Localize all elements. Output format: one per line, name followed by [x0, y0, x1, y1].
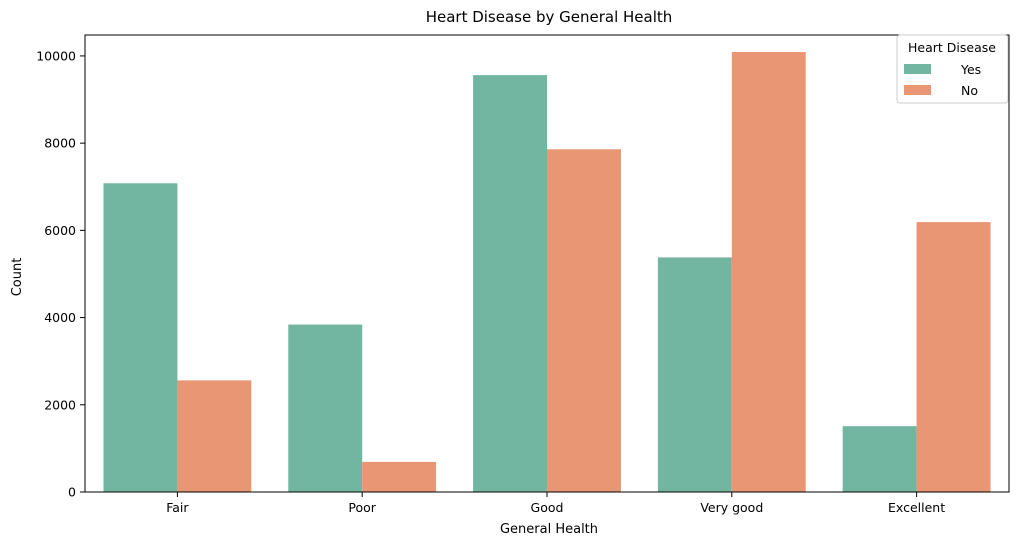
legend-swatch-yes — [904, 64, 931, 74]
plot-frame — [84, 34, 1010, 493]
bar-yes-good — [473, 75, 547, 493]
bar-no-excellent — [916, 222, 991, 492]
y-tick-label: 8000 — [44, 136, 76, 151]
legend-label-yes: Yes — [960, 62, 981, 77]
bar-no-good — [547, 149, 621, 492]
y-axis-title: Count — [10, 258, 25, 297]
legend-swatch-no — [904, 85, 931, 95]
chart-title: Heart Disease by General Health — [426, 8, 673, 26]
y-tick-label: 4000 — [44, 310, 76, 325]
legend: Heart Disease Yes No — [896, 34, 1009, 104]
y-axis-ticks: 0 2000 4000 6000 8000 10000 — [36, 48, 85, 500]
bar-yes-fair — [103, 183, 178, 492]
x-tick-label: Fair — [166, 500, 189, 515]
x-tick-label: Poor — [348, 500, 376, 515]
bar-yes-very-good — [657, 257, 732, 492]
legend-title: Heart Disease — [908, 40, 996, 55]
bar-no-poor — [362, 461, 437, 492]
bar-no-fair — [177, 380, 252, 492]
bar-no-very-good — [731, 52, 806, 492]
y-tick-label: 6000 — [44, 223, 76, 238]
x-tick-label: Excellent — [888, 500, 945, 515]
bar-yes-excellent — [842, 426, 917, 492]
y-tick-label: 2000 — [44, 397, 76, 412]
bars-group — [103, 52, 991, 493]
x-tick-label: Very good — [700, 500, 763, 515]
y-tick-label: 10000 — [36, 48, 76, 63]
y-tick-label: 0 — [68, 485, 76, 500]
bar-yes-poor — [288, 324, 363, 492]
x-axis-ticks: Fair Poor Good Very good Excellent — [166, 492, 945, 515]
x-axis-title: General Health — [500, 522, 598, 537]
x-tick-label: Good — [531, 500, 564, 515]
legend-label-no: No — [961, 83, 978, 98]
